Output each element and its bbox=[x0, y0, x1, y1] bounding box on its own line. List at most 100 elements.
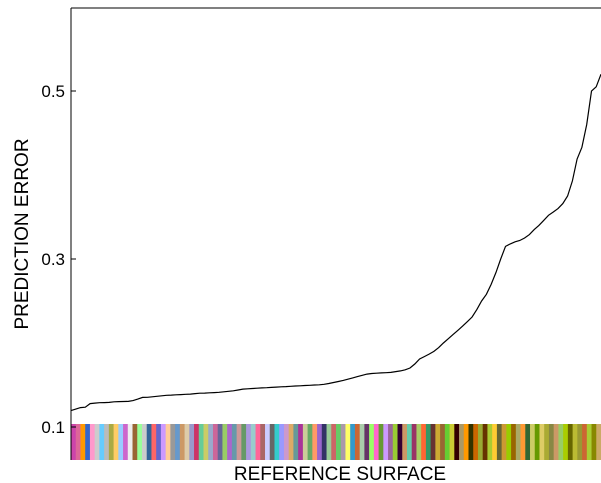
strip-segment bbox=[198, 424, 205, 460]
strip-segment bbox=[231, 424, 238, 460]
strip-segment bbox=[137, 424, 143, 460]
strip-segment bbox=[274, 424, 280, 460]
strip-segment bbox=[89, 424, 96, 460]
strip-segment bbox=[241, 424, 247, 460]
strip-segment bbox=[302, 424, 309, 460]
strip-segment bbox=[567, 424, 574, 460]
strip-segment bbox=[283, 424, 290, 460]
strip-segment bbox=[482, 424, 489, 460]
strip-segment bbox=[236, 424, 242, 460]
strip-segment bbox=[463, 424, 470, 460]
strip-segment bbox=[80, 424, 86, 460]
strip-segment bbox=[260, 424, 266, 460]
strip-segment bbox=[459, 424, 465, 460]
strip-segment bbox=[435, 424, 441, 460]
strip-segment bbox=[331, 424, 337, 460]
strip-segment bbox=[127, 424, 134, 460]
strip-segment bbox=[496, 424, 503, 460]
strip-segment bbox=[345, 424, 351, 460]
strip-segment bbox=[194, 424, 200, 460]
strip-segment bbox=[108, 424, 115, 460]
plot-background bbox=[71, 8, 601, 460]
strip-segment bbox=[269, 424, 276, 460]
strip-segment bbox=[468, 424, 474, 460]
strip-segment bbox=[548, 424, 555, 460]
series-line bbox=[70, 73, 601, 412]
y-ticks: 0.1 0.3 0.5 bbox=[41, 82, 76, 437]
strip-segment bbox=[321, 424, 328, 460]
strip-segment bbox=[175, 424, 181, 460]
strip-segment bbox=[123, 424, 129, 460]
strip-segment bbox=[425, 424, 432, 460]
strip-segment bbox=[255, 424, 261, 460]
x-axis-label: REFERENCE SURFACE bbox=[234, 464, 446, 483]
strip-segment bbox=[539, 424, 545, 460]
strip-segment bbox=[189, 424, 195, 460]
strip-segment bbox=[179, 424, 186, 460]
y-axis-label: PREDICTION ERROR bbox=[12, 138, 33, 329]
strip-segment bbox=[591, 424, 597, 460]
strip-segment bbox=[563, 424, 569, 460]
strip-segment bbox=[444, 424, 451, 460]
strip-segment bbox=[326, 424, 332, 460]
strip-segment bbox=[558, 424, 564, 460]
strip-segment bbox=[373, 424, 380, 460]
strip-segment bbox=[350, 424, 356, 460]
strip-segment bbox=[440, 424, 446, 460]
strip-segment bbox=[525, 424, 531, 460]
strip-segment bbox=[307, 424, 313, 460]
strip-segment bbox=[265, 424, 271, 460]
strip-segment bbox=[75, 424, 82, 460]
strip-segment bbox=[293, 424, 299, 460]
strip-segment bbox=[359, 424, 365, 460]
strip-segment bbox=[250, 424, 257, 460]
strip-segment bbox=[487, 424, 493, 460]
strip-segment bbox=[572, 424, 578, 460]
strip-segment bbox=[317, 424, 323, 460]
strip-segment bbox=[397, 424, 403, 460]
strip-segment bbox=[141, 424, 148, 460]
strip-segment bbox=[71, 424, 77, 460]
strip-segment bbox=[246, 424, 252, 460]
strip-segment bbox=[411, 424, 418, 460]
strip-segment bbox=[596, 424, 601, 460]
strip-segment bbox=[165, 424, 171, 460]
strip-segment bbox=[99, 424, 105, 460]
strip-segment bbox=[217, 424, 224, 460]
strip-segment bbox=[406, 424, 413, 460]
strip-segment bbox=[416, 424, 422, 460]
strip-segment bbox=[454, 424, 460, 460]
strip-segment bbox=[369, 424, 375, 460]
strip-segment bbox=[586, 424, 593, 460]
strip-segment bbox=[208, 424, 214, 460]
y-tick-label: 0.1 bbox=[41, 418, 65, 437]
y-tick-label: 0.3 bbox=[41, 250, 65, 269]
strip-segment bbox=[222, 424, 228, 460]
strip-segment bbox=[449, 424, 455, 460]
strip-segment bbox=[582, 424, 588, 460]
strip-segment bbox=[392, 424, 399, 460]
strip-segment bbox=[511, 424, 517, 460]
strip-segment bbox=[553, 424, 560, 460]
strip-segment bbox=[402, 424, 408, 460]
strip-segment bbox=[477, 424, 484, 460]
strip-segment bbox=[501, 424, 507, 460]
strip-segment bbox=[515, 424, 522, 460]
strip-segment bbox=[354, 424, 361, 460]
strip-segment bbox=[577, 424, 583, 460]
strip-segment bbox=[146, 424, 153, 460]
y-tick-label: 0.5 bbox=[41, 82, 65, 101]
strip-segment bbox=[544, 424, 550, 460]
strip-segment bbox=[288, 424, 295, 460]
strip-segment bbox=[492, 424, 498, 460]
strip-segment bbox=[203, 424, 209, 460]
strip-segment bbox=[473, 424, 479, 460]
strip-segment bbox=[184, 424, 190, 460]
strip-segment bbox=[421, 424, 427, 460]
strip-segment bbox=[85, 424, 91, 460]
strip-segment bbox=[151, 424, 157, 460]
strip-segment bbox=[170, 424, 176, 460]
strip-segment bbox=[156, 424, 162, 460]
strip-segment bbox=[506, 424, 512, 460]
strip-segment bbox=[312, 424, 318, 460]
